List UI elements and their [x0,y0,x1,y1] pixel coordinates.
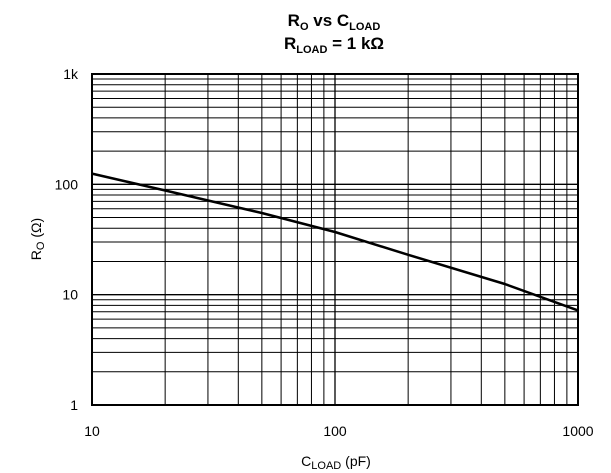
chart-title-line1: RO vs CLOAD [288,11,381,33]
ro-series-line [91,172,579,312]
x-tick-label: 10 [84,423,100,439]
x-tick-label: 1000 [562,423,593,439]
y-axis-label: RO (Ω) [28,218,47,260]
y-tick-label: 1k [63,66,79,82]
y-tick-label: 100 [55,176,79,192]
tick-labels: 10 100 1000 1 10 100 1k [55,66,594,439]
x-axis-label: CLOAD (pF) [301,453,371,472]
chart-title-line2: RLOAD = 1 kΩ [284,34,384,56]
y-tick-label: 1 [70,397,78,413]
y-tick-label: 10 [62,287,78,303]
plot-frame [91,73,579,406]
x-tick-label: 100 [323,423,347,439]
series-layer [91,172,579,312]
grid-lines [91,73,579,406]
